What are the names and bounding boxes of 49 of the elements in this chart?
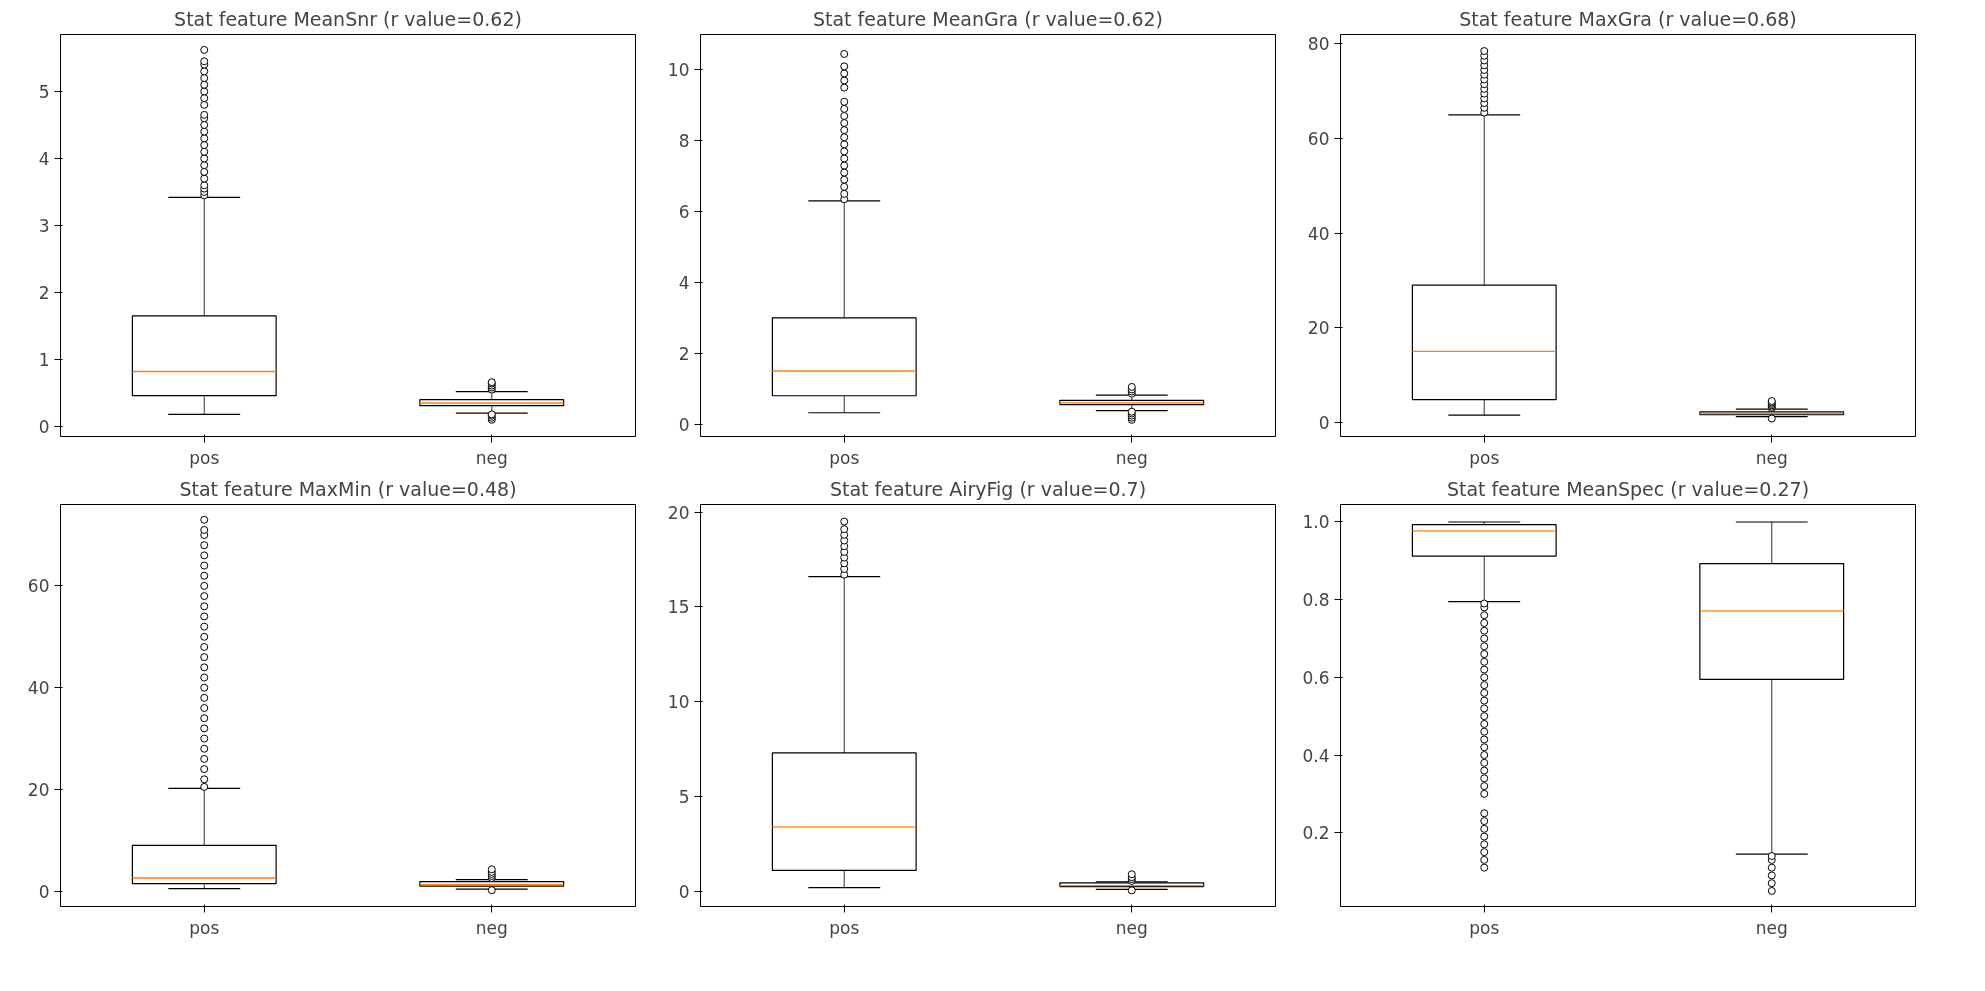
- y-tick-label: 0.2: [1302, 823, 1330, 844]
- y-tick-label: 80: [1307, 34, 1330, 55]
- y-tick-label: 20: [667, 502, 690, 523]
- x-tick-label: neg: [475, 917, 508, 938]
- chart-title: Stat feature MeanSpec (r value=0.27): [1446, 477, 1810, 500]
- x-tick-label: neg: [1755, 447, 1788, 468]
- x-tick-label: pos: [189, 917, 220, 938]
- x-tick-label: pos: [1469, 917, 1500, 938]
- y-tick-label: 0: [38, 881, 50, 902]
- x-tick-label: pos: [1469, 447, 1500, 468]
- y-tick-label: 6: [678, 202, 690, 223]
- y-tick-label: 0: [678, 881, 690, 902]
- y-tick-label: 60: [1307, 129, 1330, 150]
- x-tick-label: pos: [189, 447, 220, 468]
- y-tick-label: 40: [27, 678, 50, 699]
- y-tick-label: 10: [667, 60, 690, 81]
- x-tick-label: pos: [829, 447, 860, 468]
- y-tick-label: 8: [678, 131, 690, 152]
- y-tick-label: 2: [678, 343, 690, 364]
- y-tick-label: 3: [38, 215, 50, 236]
- y-tick-label: 0: [1318, 412, 1330, 433]
- chart-title: Stat feature MaxMin (r value=0.48): [179, 477, 517, 500]
- chart-title: Stat feature MeanSnr (r value=0.62): [174, 7, 522, 30]
- y-tick-label: 4: [678, 272, 690, 293]
- y-tick-label: 0: [678, 414, 690, 435]
- x-tick-label: neg: [475, 447, 508, 468]
- x-tick-label: neg: [1755, 917, 1788, 938]
- y-tick-label: 5: [678, 787, 690, 808]
- y-tick-label: 2: [38, 282, 50, 303]
- x-tick-label: neg: [1115, 447, 1148, 468]
- chart-title: Stat feature AiryFig (r value=0.7): [829, 477, 1147, 500]
- chart-title: Stat feature MaxGra (r value=0.68): [1459, 7, 1797, 30]
- y-tick-label: 0.8: [1302, 590, 1330, 611]
- y-tick-label: 20: [27, 779, 50, 800]
- y-tick-label: 0: [38, 416, 50, 437]
- y-tick-label: 40: [1307, 223, 1330, 244]
- y-tick-label: 4: [38, 148, 50, 169]
- y-tick-label: 5: [38, 81, 50, 102]
- y-tick-label: 1.0: [1302, 512, 1330, 533]
- y-tick-label: 0.6: [1302, 667, 1330, 688]
- y-tick-label: 1: [38, 349, 50, 370]
- x-tick-label: pos: [829, 917, 860, 938]
- y-tick-label: 0.4: [1302, 745, 1330, 766]
- y-tick-label: 60: [27, 576, 50, 597]
- y-tick-label: 20: [1307, 318, 1330, 339]
- y-tick-label: 15: [667, 597, 690, 618]
- chart-title: Stat feature MeanGra (r value=0.62): [812, 7, 1164, 30]
- y-tick-label: 10: [667, 692, 690, 713]
- x-tick-label: neg: [1115, 917, 1148, 938]
